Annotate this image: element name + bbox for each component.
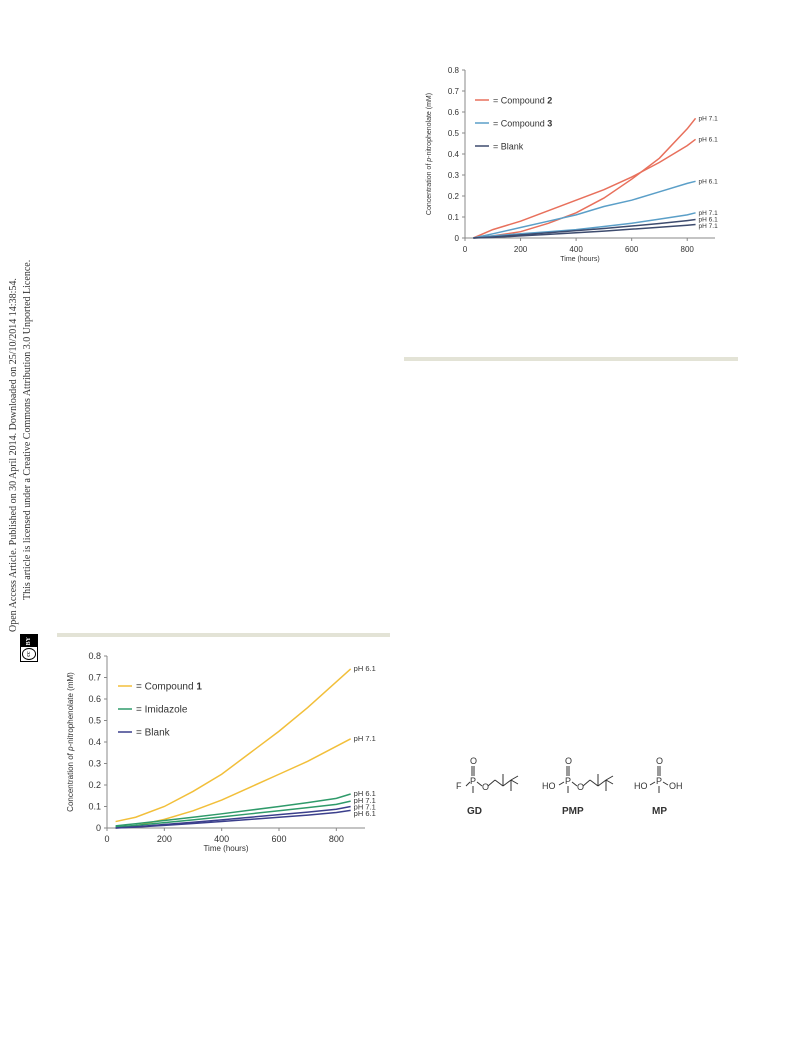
- molecule-pmp: O P HO O PMP: [542, 756, 614, 817]
- series-end-label: pH 7.1: [699, 210, 719, 217]
- atom-oh: OH: [669, 781, 683, 791]
- series-end-label: pH 7.1: [699, 115, 719, 122]
- x-tick-label: 400: [569, 245, 583, 254]
- atom-p: P: [565, 776, 571, 786]
- series-end-label: pH 6.1: [354, 789, 376, 798]
- series-line-4: [115, 800, 351, 828]
- y-tick-label: 0.1: [88, 802, 101, 812]
- x-tick-label: 400: [214, 834, 229, 844]
- atom-f: F: [456, 781, 462, 791]
- atom-o-top: O: [470, 756, 477, 766]
- x-tick-label: 0: [463, 245, 468, 254]
- licence-text-block: Open Access Article. Published on 30 Apr…: [2, 192, 42, 662]
- x-axis-label: Time (hours): [560, 256, 599, 263]
- x-tick-label: 600: [625, 245, 639, 254]
- legend-entry: = Compound 1: [136, 682, 202, 693]
- molecule-mp: O P HO OH MP: [634, 756, 683, 817]
- by-icon: BY: [21, 635, 37, 648]
- series-line-2: [473, 138, 697, 239]
- y-tick-label: 0.4: [448, 150, 460, 159]
- x-tick-label: 200: [514, 245, 528, 254]
- series-line-1: [115, 668, 352, 823]
- licence-line-cc: This article is licensed under a Creativ…: [22, 259, 33, 600]
- molecule-gd: O P F O GD: [456, 756, 519, 817]
- legend-entry: = Blank: [136, 728, 171, 739]
- series-end-label: pH 6.1: [699, 178, 719, 185]
- cc-icon: cc: [22, 648, 36, 660]
- y-tick-label: 0.8: [88, 651, 101, 661]
- molecule-label-mp: MP: [652, 806, 667, 817]
- y-tick-label: 0.3: [448, 171, 460, 180]
- atom-o-ester: O: [577, 782, 584, 792]
- chart-compound-1: 0 0.1 0.2 0.3 0.4 0.5 0.6 0.7 0.8 0 200 400 600 800 Ti…: [66, 651, 376, 853]
- atom-ho: HO: [542, 781, 556, 791]
- y-tick-label: 0.7: [88, 673, 101, 683]
- atom-p: P: [470, 776, 476, 786]
- series-end-label: pH 6.1: [699, 217, 719, 224]
- legend-entry: = Compound 3: [493, 119, 552, 129]
- y-axis-label: Concentration of p-nitrophenolate (mM): [426, 93, 433, 215]
- series-line-3: [473, 180, 696, 239]
- series-line-1: [473, 117, 697, 239]
- molecule-label-pmp: PMP: [562, 806, 584, 817]
- cc-by-badge[interactable]: cc BY: [20, 634, 38, 662]
- y-tick-label: 0.3: [88, 759, 101, 769]
- x-tick-label: 800: [329, 834, 344, 844]
- atom-o-ester: O: [482, 782, 489, 792]
- separator-rule-right: [404, 357, 738, 361]
- molecule-label-gd: GD: [467, 806, 482, 817]
- y-tick-label: 0.5: [88, 716, 101, 726]
- series-end-label: pH 6.1: [354, 809, 376, 818]
- x-tick-label: 200: [157, 834, 172, 844]
- series-line-5: [115, 805, 351, 829]
- x-tick-label: 0: [104, 834, 109, 844]
- licence-line-published: Open Access Article. Published on 30 Apr…: [8, 278, 19, 632]
- y-tick-label: 0: [96, 823, 101, 833]
- x-tick-label: 600: [271, 834, 286, 844]
- y-tick-label: 0.6: [448, 108, 460, 117]
- series-end-label: pH 7.1: [354, 734, 376, 743]
- series-line-3: [115, 793, 351, 827]
- separator-rule-left: [57, 633, 390, 637]
- y-tick-label: 0.4: [88, 737, 101, 747]
- legend-entry: = Blank: [493, 142, 524, 152]
- series-line-4: [473, 212, 696, 239]
- y-tick-label: 0.6: [88, 694, 101, 704]
- series-end-label: pH 6.1: [699, 136, 719, 143]
- atom-o-top: O: [656, 756, 663, 766]
- y-tick-label: 0.7: [448, 87, 460, 96]
- series-line-6: [473, 223, 696, 239]
- atom-p: P: [656, 776, 662, 786]
- series-end-label: pH 7.1: [354, 796, 376, 805]
- y-tick-label: 0: [455, 234, 460, 243]
- series-end-label: pH 7.1: [699, 223, 719, 230]
- licence-sidebar: Open Access Article. Published on 30 Apr…: [2, 192, 42, 662]
- chart-compound-2-3: 0 0.1 0.2 0.3 0.4 0.5 0.6 0.7 0.8 0 200 400 600 800 Ti…: [426, 66, 719, 263]
- y-tick-label: 0.1: [448, 213, 460, 222]
- atom-o-top: O: [565, 756, 572, 766]
- y-axis-label: Concentration of p-nitrophenolate (mM): [66, 672, 75, 812]
- y-tick-label: 0.8: [448, 66, 460, 75]
- series-end-label: pH 7.1: [354, 803, 376, 812]
- series-line-6: [115, 809, 351, 829]
- y-tick-label: 0.2: [88, 780, 101, 790]
- y-tick-label: 0.2: [448, 192, 460, 201]
- legend-entry: = Imidazole: [136, 705, 188, 716]
- y-tick-label: 0.5: [448, 129, 460, 138]
- x-tick-label: 800: [681, 245, 695, 254]
- atom-ho: HO: [634, 781, 648, 791]
- legend-entry: = Compound 2: [493, 96, 552, 106]
- x-axis-label: Time (hours): [203, 844, 248, 853]
- series-end-label: pH 6.1: [354, 664, 376, 673]
